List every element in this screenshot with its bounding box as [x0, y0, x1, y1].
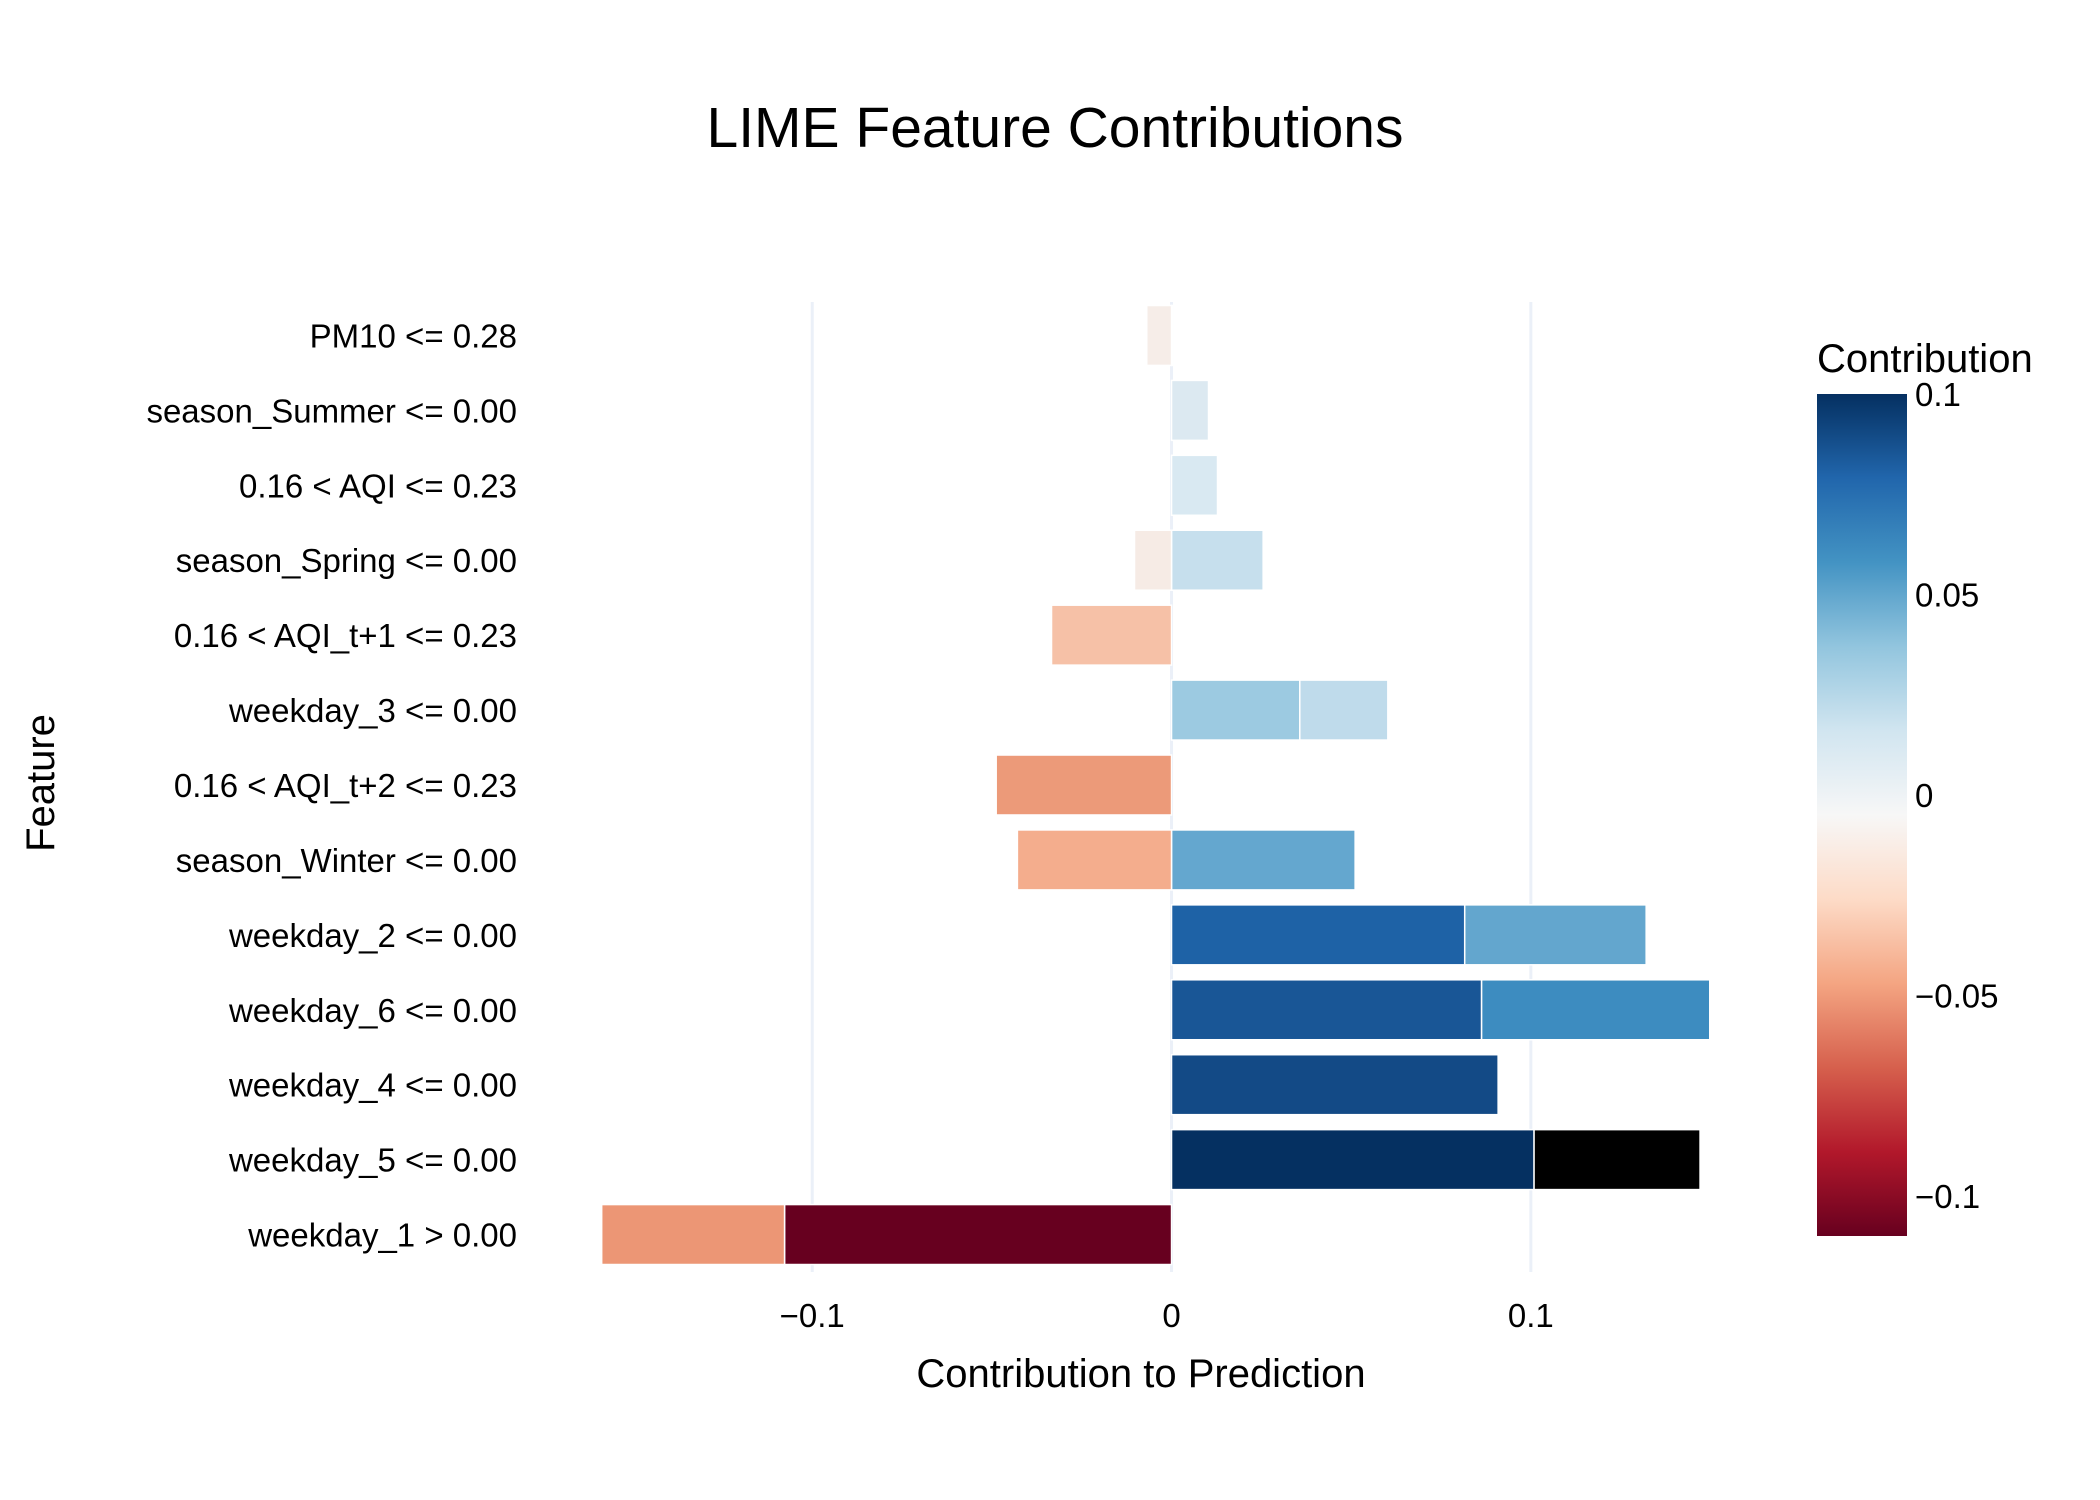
bar	[1170, 379, 1210, 442]
y-tick-label: 0.16 < AQI_t+1 <= 0.23	[174, 617, 517, 654]
bar	[1170, 1128, 1535, 1191]
y-tick-label: weekday_3 <= 0.00	[228, 692, 517, 729]
y-axis-ticks: weekday_1 > 0.00 weekday_5 <= 0.00 weekday…	[146, 317, 517, 1253]
bar	[1050, 604, 1173, 666]
x-tick-label: −0.1	[780, 1297, 845, 1334]
bar	[1463, 904, 1647, 966]
y-tick-label: season_Spring <= 0.00	[176, 542, 517, 579]
bar	[1533, 1128, 1701, 1191]
colorbar-title: Contribution	[1817, 337, 2033, 381]
bar	[1170, 829, 1356, 891]
colorbar: Contribution 0.1 0.05 0 −0.05 −0.1	[1817, 337, 2033, 1236]
bar	[1016, 829, 1173, 891]
bar	[1145, 304, 1173, 367]
colorbar-tick-label: 0	[1915, 777, 1933, 814]
y-tick-label: weekday_5 <= 0.00	[228, 1142, 517, 1179]
colorbar-tick-label: −0.05	[1915, 977, 1999, 1014]
y-tick-label: 0.16 < AQI <= 0.23	[239, 467, 517, 504]
colorbar-gradient	[1817, 394, 1907, 1236]
bar	[1170, 979, 1483, 1041]
chart-title: LIME Feature Contributions	[707, 96, 1404, 160]
y-tick-label: weekday_2 <= 0.00	[228, 917, 517, 954]
y-axis-title: Feature	[19, 714, 63, 852]
colorbar-tick-label: 0.05	[1915, 576, 1979, 613]
bars	[600, 304, 1711, 1266]
y-tick-label: weekday_4 <= 0.00	[228, 1067, 517, 1104]
bar	[600, 1203, 786, 1266]
bar	[1170, 1053, 1499, 1116]
bar	[1170, 904, 1466, 966]
bar	[1480, 979, 1711, 1041]
y-tick-label: season_Summer <= 0.00	[146, 392, 517, 429]
bar	[1133, 529, 1173, 591]
y-tick-label: season_Winter <= 0.00	[176, 842, 517, 879]
y-tick-label: 0.16 < AQI_t+2 <= 0.23	[174, 767, 517, 804]
x-tick-label: 0	[1162, 1297, 1180, 1334]
bar	[1299, 679, 1389, 741]
colorbar-tick-label: 0.1	[1915, 376, 1961, 413]
colorbar-tick-label: −0.1	[1915, 1178, 1980, 1215]
bar	[1170, 454, 1219, 517]
y-tick-label: PM10 <= 0.28	[310, 317, 517, 354]
bar	[995, 754, 1173, 816]
x-tick-label: 0.1	[1508, 1297, 1554, 1334]
bar	[1170, 679, 1301, 741]
x-axis-title: Contribution to Prediction	[916, 1352, 1365, 1396]
bar	[783, 1203, 1173, 1266]
y-tick-label: weekday_6 <= 0.00	[228, 992, 517, 1029]
y-tick-label: weekday_1 > 0.00	[247, 1217, 517, 1254]
bar	[1170, 529, 1264, 591]
x-axis-ticks: −0.1 0 0.1	[780, 1297, 1554, 1334]
colorbar-ticks: 0.1 0.05 0 −0.05 −0.1	[1915, 376, 1999, 1215]
